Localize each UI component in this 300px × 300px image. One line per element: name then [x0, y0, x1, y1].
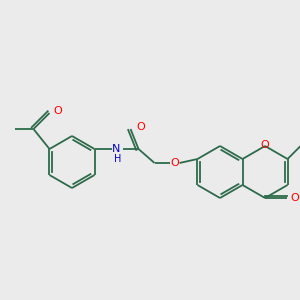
- Text: O: O: [291, 193, 299, 203]
- Text: N: N: [112, 144, 121, 154]
- Text: H: H: [114, 154, 121, 164]
- Text: O: O: [261, 140, 269, 150]
- Text: O: O: [170, 158, 179, 168]
- Text: O: O: [136, 122, 145, 132]
- Text: O: O: [53, 106, 62, 116]
